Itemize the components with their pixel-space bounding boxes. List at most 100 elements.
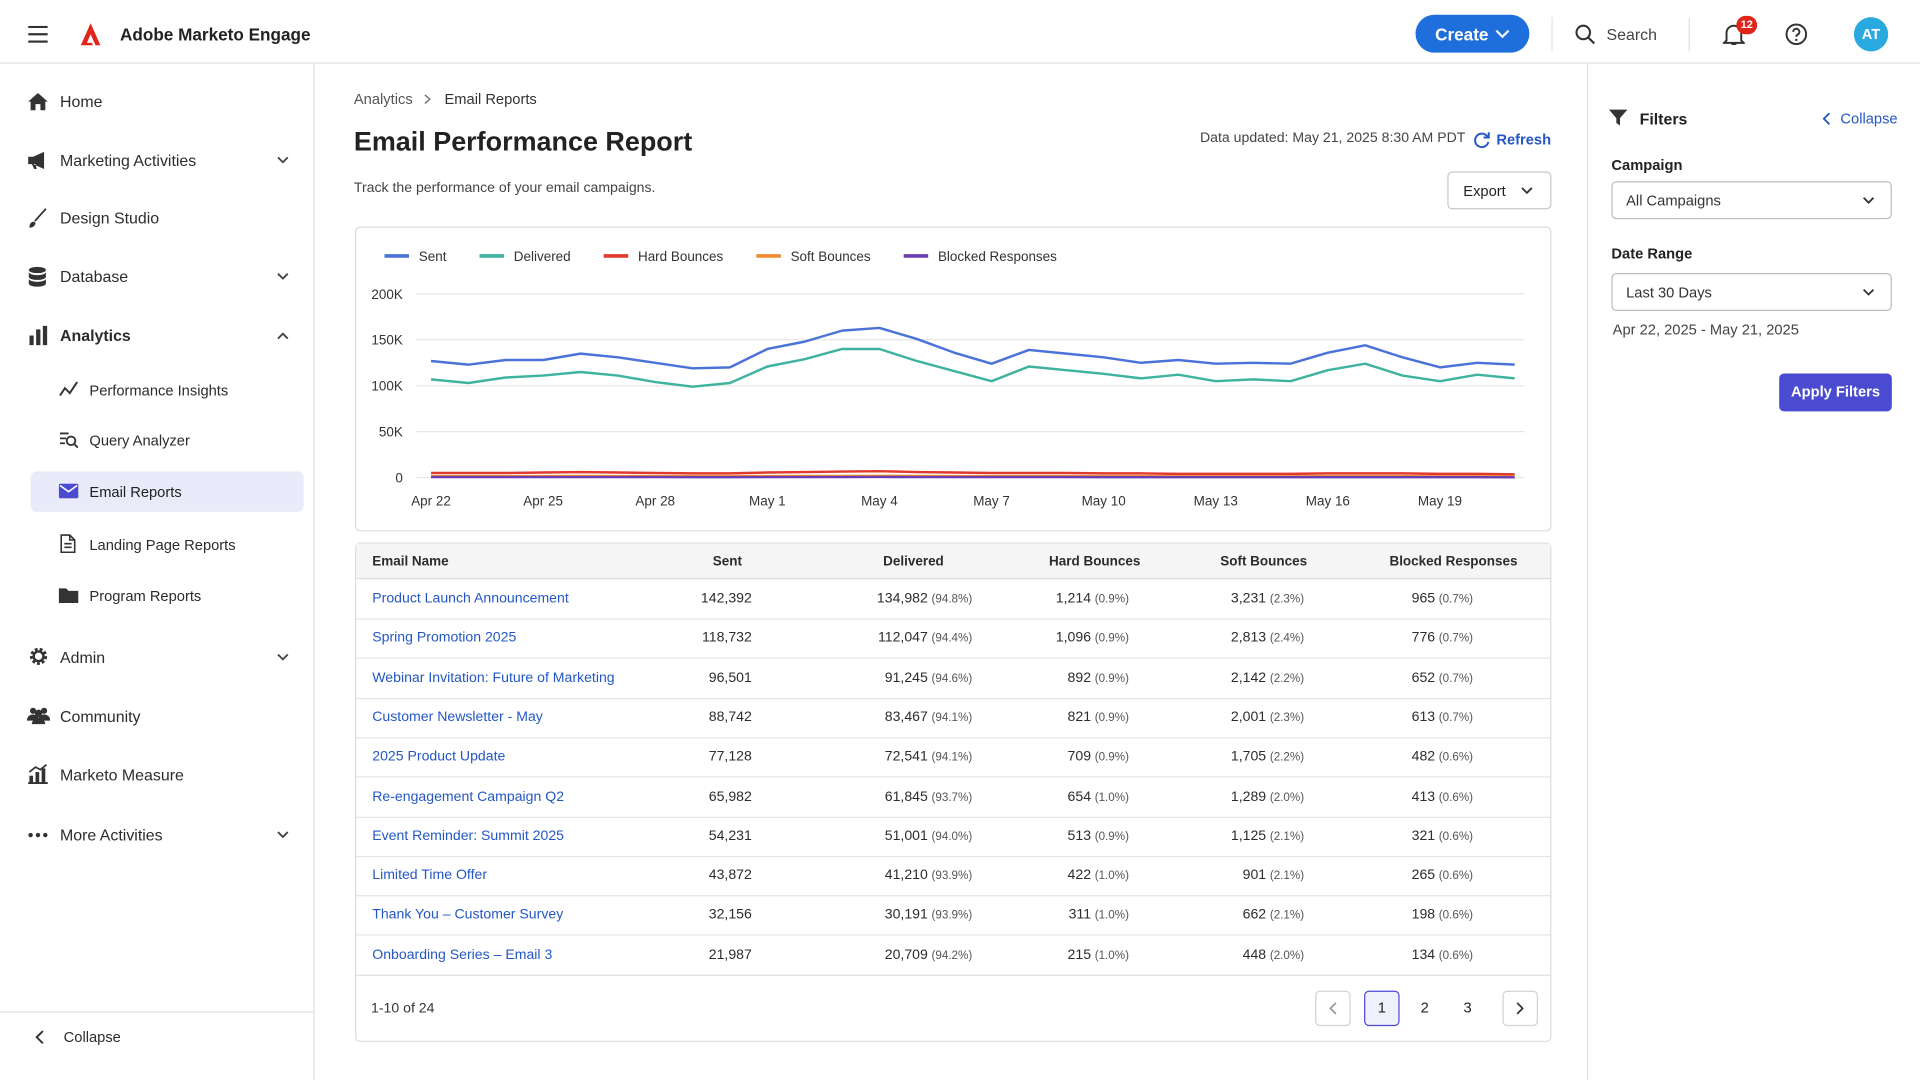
email-name-link[interactable]: Webinar Invitation: Future of Marketing [372, 670, 615, 686]
create-label: Create [1435, 24, 1489, 45]
page-prev[interactable] [1315, 990, 1351, 1027]
column-header[interactable]: Soft Bounces [1220, 554, 1308, 570]
metric-value: 2,142 [1230, 670, 1267, 686]
chevron-down[interactable] [277, 831, 289, 840]
metric-value: 20,709 [884, 947, 928, 963]
email-name-link[interactable]: Thank You – Customer Survey [372, 907, 564, 923]
metric-value: 709 [1067, 749, 1092, 765]
email-name-link[interactable]: Product Launch Announcement [372, 591, 569, 607]
y-tick-label: 100K [371, 379, 402, 394]
page-title: Email Performance Report [353, 126, 693, 157]
sent-cell: 21,987 [708, 947, 752, 963]
chevron-up[interactable] [277, 331, 289, 340]
chevron-down [1863, 197, 1875, 204]
email-name-link[interactable]: Re-engagement Campaign Q2 [372, 789, 565, 804]
collapse-filters[interactable]: Collapse [1840, 110, 1898, 128]
metric-value: 652 [1411, 670, 1436, 686]
nav-item[interactable]: Home [60, 92, 103, 111]
metric-cell: 422 (1.0%) [1068, 868, 1129, 883]
metric-cell: 2,001 (2.3%) [1231, 710, 1304, 725]
nav-item[interactable]: Database [60, 267, 129, 286]
nav-subitem[interactable]: Query Analyzer [89, 432, 190, 450]
email-name-link[interactable]: Spring Promotion 2025 [372, 630, 517, 646]
campaign-select[interactable] [1611, 181, 1892, 220]
y-tick-label: 0 [395, 470, 402, 485]
email-name-link[interactable]: Event Reminder: Summit 2025 [372, 828, 565, 844]
analytics-icon [29, 325, 48, 346]
nav-item[interactable]: Marketing Activities [60, 151, 197, 170]
chevron-down[interactable] [277, 272, 289, 281]
page-button[interactable]: 2 [1420, 999, 1429, 1017]
email-name-link[interactable]: Limited Time Offer [372, 868, 488, 883]
database-icon [28, 266, 46, 287]
brush-icon [29, 208, 47, 228]
chevron-down[interactable] [277, 653, 289, 662]
data-updated: Data updated: May 21, 2025 8:30 AM PDT [1200, 131, 1466, 146]
metric-percent: (2.2%) [1269, 750, 1305, 765]
sent-cell: 77,128 [708, 749, 752, 765]
page-button-active[interactable]: 1 [1364, 990, 1400, 1027]
metric-percent: (0.9%) [1094, 592, 1129, 607]
legend-label: Blocked Responses [938, 249, 1057, 264]
nav-item[interactable]: Design Studio [60, 208, 160, 228]
search-label[interactable]: Search [1606, 25, 1657, 44]
metric-cell: 91,245 (94.6%) [885, 671, 972, 686]
metric-cell: 965 (0.7%) [1412, 591, 1473, 606]
metric-percent: (94.8%) [931, 592, 973, 607]
nav-subitem[interactable]: Program Reports [89, 587, 202, 605]
row-divider [356, 934, 1551, 936]
metric-cell: 1,096 (0.9%) [1056, 631, 1129, 646]
chevron-down[interactable] [277, 156, 289, 165]
menu-icon[interactable] [28, 25, 48, 43]
nav-item[interactable]: Community [60, 707, 141, 726]
column-header[interactable]: Sent [712, 554, 742, 570]
breadcrumb-link[interactable]: Analytics [353, 90, 413, 108]
column-header[interactable]: Blocked Responses [1389, 554, 1518, 570]
metric-percent: (94.1%) [931, 750, 973, 765]
refresh-icon[interactable] [1473, 131, 1490, 149]
date-range-select[interactable] [1611, 273, 1892, 312]
sidebar [0, 63, 315, 1080]
community-icon [26, 707, 51, 725]
refresh-button[interactable]: Refresh [1496, 131, 1552, 149]
nav-subitem[interactable]: Email Reports [89, 483, 182, 501]
collapse-sidebar[interactable]: Collapse [63, 1028, 121, 1046]
nav-subitem[interactable]: Landing Page Reports [89, 536, 236, 554]
metric-cell: 482 (0.6%) [1412, 750, 1473, 765]
chevron-left[interactable] [1822, 112, 1831, 125]
nav-item[interactable]: More Activities [60, 825, 163, 845]
metric-percent: (1.0%) [1094, 869, 1129, 883]
avatar[interactable]: AT [1853, 17, 1889, 52]
column-header[interactable]: Hard Bounces [1049, 554, 1141, 570]
email-name-link[interactable]: Onboarding Series – Email 3 [372, 947, 553, 963]
page-next[interactable] [1502, 990, 1538, 1027]
column-header[interactable]: Delivered [883, 554, 944, 570]
apply-filters-button[interactable]: Apply Filters [1779, 373, 1892, 412]
search-icon[interactable] [1575, 24, 1596, 45]
metric-percent: (0.7%) [1438, 671, 1474, 686]
metric-cell: 2,813 (2.4%) [1231, 631, 1304, 646]
metric-cell: 654 (1.0%) [1068, 789, 1129, 804]
metric-percent: (2.4%) [1269, 632, 1305, 646]
metric-percent: (0.7%) [1438, 711, 1474, 725]
metric-percent: (0.9%) [1094, 829, 1129, 844]
nav-item[interactable]: Admin [60, 648, 106, 667]
nav-item[interactable]: Marketo Measure [60, 765, 184, 785]
divider [1688, 17, 1690, 52]
create-button[interactable] [1415, 14, 1530, 53]
breadcrumb-separator [424, 94, 431, 105]
metric-percent: (1.0%) [1094, 909, 1129, 923]
chevron-left[interactable] [34, 1030, 44, 1045]
series-line [430, 326, 1515, 370]
export-button[interactable] [1447, 171, 1552, 210]
page-button[interactable]: 3 [1463, 999, 1472, 1017]
email-name-link[interactable]: 2025 Product Update [372, 749, 506, 765]
metric-cell: 662 (2.1%) [1243, 908, 1304, 923]
metric-value: 448 [1242, 947, 1267, 963]
help-icon[interactable] [1785, 23, 1808, 46]
email-name-link[interactable]: Customer Newsletter - May [372, 710, 543, 725]
nav-item[interactable]: Analytics [60, 326, 131, 345]
nav-subitem[interactable]: Performance Insights [89, 382, 229, 400]
metric-value: 91,245 [884, 670, 928, 686]
